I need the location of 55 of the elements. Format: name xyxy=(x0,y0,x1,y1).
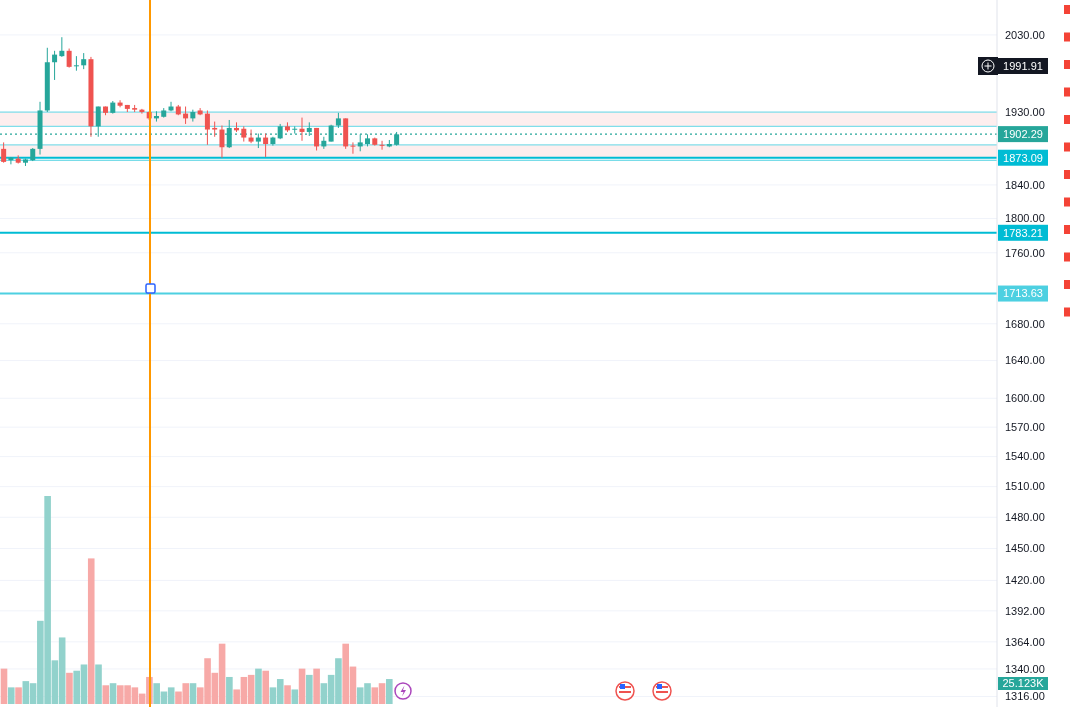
candlestick xyxy=(52,50,58,81)
candlestick xyxy=(66,48,72,69)
candlestick xyxy=(248,129,254,144)
text: 25.123K xyxy=(1002,677,1045,690)
candlestick xyxy=(73,55,79,72)
bar xyxy=(298,668,306,704)
candlestick xyxy=(204,109,210,146)
bar xyxy=(189,683,197,704)
ref-line-label: 1713.63 xyxy=(1003,287,1043,300)
y-tick-label: 1316.00 xyxy=(1005,690,1045,703)
candlestick xyxy=(379,140,385,151)
bar xyxy=(95,664,102,704)
candlestick xyxy=(59,36,65,58)
bar xyxy=(226,676,233,704)
bar xyxy=(284,685,291,704)
ref-line-label: 1783.21 xyxy=(1003,226,1043,239)
y-tick-label: 2030.00 xyxy=(1005,28,1045,41)
y-tick-label: 1420.00 xyxy=(1005,574,1045,587)
y-tick-label: 1340.00 xyxy=(1005,662,1045,675)
candlestick xyxy=(299,117,305,142)
bar xyxy=(109,683,117,704)
bar xyxy=(306,674,313,704)
y-tick-label: 1640.00 xyxy=(1005,354,1045,367)
y-tick-label: 1930.00 xyxy=(1005,105,1045,118)
y-tick-label: 1840.00 xyxy=(1005,178,1045,191)
candlestick xyxy=(117,99,123,108)
candlestick xyxy=(263,133,269,158)
y-tick-label: 1364.00 xyxy=(1005,635,1045,648)
candlestick xyxy=(219,125,225,159)
bar xyxy=(291,689,299,704)
candlestick xyxy=(350,141,356,155)
bar xyxy=(7,687,15,704)
y-tick-label: 1450.00 xyxy=(1005,542,1045,555)
y-tick-label: 1600.00 xyxy=(1005,392,1045,405)
candlestick xyxy=(190,109,196,123)
ref-line-label: 1873.09 xyxy=(1003,151,1043,164)
y-tick-label: 1800.00 xyxy=(1005,212,1045,225)
bar xyxy=(15,687,22,704)
candlestick xyxy=(1,141,7,164)
text: 1991.91 xyxy=(1003,59,1043,72)
y-tick-label: 1760.00 xyxy=(1005,246,1045,259)
bar xyxy=(66,672,73,704)
bar xyxy=(255,668,262,704)
y-tick-label: 1680.00 xyxy=(1005,317,1045,330)
y-tick-label: 1392.00 xyxy=(1005,604,1045,617)
ref-line-label: 1902.29 xyxy=(1003,127,1043,140)
y-tick-label: 1570.00 xyxy=(1005,421,1045,433)
bar xyxy=(0,668,8,704)
y-tick-label: 1540.00 xyxy=(1005,450,1045,463)
y-tick-label: 1510.00 xyxy=(1005,480,1045,493)
y-tick-label: 1480.00 xyxy=(1005,511,1045,524)
bar xyxy=(313,668,320,704)
bar xyxy=(87,558,95,704)
bar xyxy=(262,670,270,704)
bar xyxy=(102,685,110,704)
